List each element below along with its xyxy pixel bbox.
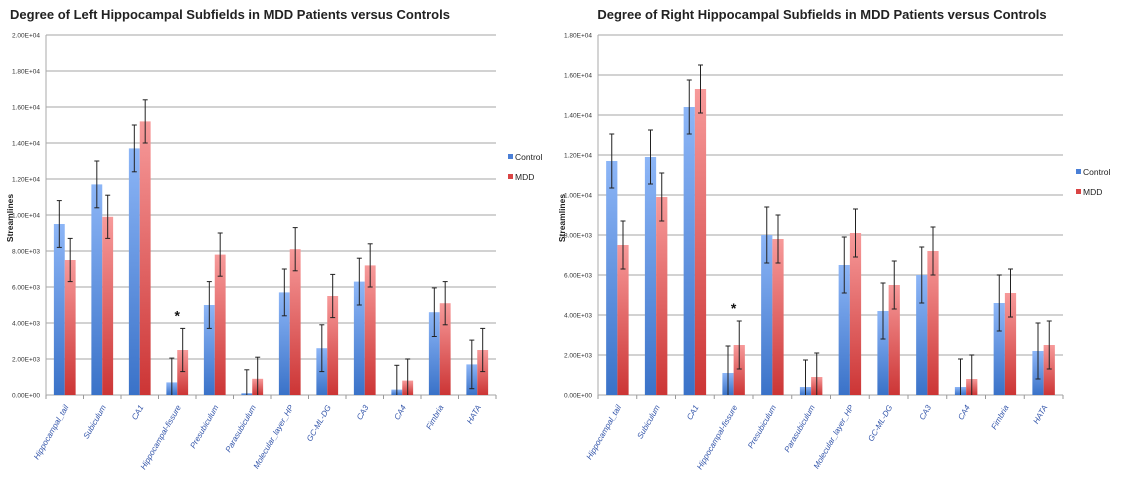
- bar-control: [916, 275, 928, 395]
- legend-label: Control: [1083, 167, 1111, 177]
- bar-mdd: [327, 296, 339, 395]
- bar-control: [683, 107, 695, 395]
- legend-swatch-control: [1076, 169, 1081, 174]
- x-tick-label: Hippocampal_tail: [585, 403, 624, 461]
- y-tick-label: 8.00E+03: [564, 233, 592, 240]
- x-tick-label: Hippocampal-fissure: [139, 403, 184, 471]
- bar-mdd: [927, 251, 939, 395]
- bar-control: [91, 184, 103, 395]
- x-tick-label: Hippocampal-fissure: [695, 403, 740, 471]
- y-tick-label: 4.00E+03: [564, 313, 592, 320]
- bar-mdd: [64, 260, 76, 395]
- bar-mdd: [1004, 293, 1017, 395]
- y-tick-label: 4.00E+03: [12, 321, 40, 328]
- bar-mdd: [617, 245, 629, 395]
- x-tick-label: CA3: [355, 403, 371, 421]
- y-tick-label: 0.00E+00: [12, 393, 40, 400]
- x-tick-label: Parasubiculum: [783, 403, 817, 454]
- bar-control: [428, 312, 440, 395]
- chart-right: Degree of Right Hippocampal Subfields in…: [557, 7, 1111, 471]
- bar-mdd: [888, 285, 900, 395]
- x-tick-label: Hippocampal_tail: [32, 403, 71, 461]
- x-tick-label: CA1: [685, 404, 701, 422]
- bar-control: [278, 292, 290, 395]
- bar-mdd: [1043, 345, 1055, 395]
- x-tick-label: GC-ML-DG: [305, 404, 333, 444]
- x-tick-label: HATA: [465, 404, 483, 426]
- bar-control: [353, 281, 365, 395]
- y-tick-label: 1.80E+04: [564, 33, 592, 40]
- bar-mdd: [772, 239, 784, 395]
- y-axis-label: Streamlines: [557, 194, 567, 242]
- x-tick-label: CA4: [956, 403, 972, 421]
- bar-mdd: [439, 303, 451, 395]
- bar-control: [644, 157, 657, 395]
- y-tick-label: 2.00E+03: [564, 353, 592, 360]
- bar-mdd: [289, 249, 301, 395]
- y-tick-label: 6.00E+03: [564, 273, 592, 280]
- x-tick-label: Molecular_layer_HP: [812, 403, 856, 470]
- legend-label: MDD: [515, 172, 534, 182]
- y-tick-label: 2.00E+04: [12, 33, 40, 40]
- chart-title: Degree of Left Hippocampal Subfields in …: [10, 7, 450, 22]
- x-tick-label: Presubiculum: [746, 403, 778, 450]
- y-tick-label: 0.00E+00: [564, 393, 592, 400]
- x-tick-label: CA3: [918, 403, 934, 421]
- bar-mdd: [177, 350, 189, 395]
- bar-control: [606, 161, 618, 395]
- x-tick-label: CA1: [130, 404, 146, 422]
- y-tick-label: 1.60E+04: [12, 105, 40, 112]
- x-tick-label: Fimbria: [989, 403, 1010, 431]
- y-tick-label: 1.60E+04: [564, 73, 592, 80]
- bar-control: [761, 235, 773, 395]
- y-tick-label: 6.00E+03: [12, 285, 40, 292]
- bar-control: [128, 148, 140, 395]
- y-tick-label: 1.00E+04: [564, 193, 592, 200]
- chart-left: Degree of Left Hippocampal Subfields in …: [5, 7, 543, 471]
- y-tick-label: 1.20E+04: [12, 177, 40, 184]
- x-tick-label: CA4: [392, 403, 408, 421]
- bar-mdd: [214, 254, 226, 395]
- x-tick-label: Fimbria: [424, 403, 445, 431]
- bar-mdd: [477, 350, 489, 395]
- x-tick-label: Parasubiculum: [224, 403, 258, 454]
- x-tick-label: Subiculum: [82, 403, 109, 440]
- legend-swatch-control: [508, 154, 513, 159]
- bar-mdd: [849, 233, 862, 395]
- y-tick-label: 1.00E+04: [12, 213, 40, 220]
- bar-control: [877, 311, 889, 395]
- y-axis-label: Streamlines: [5, 194, 15, 242]
- y-tick-label: 1.40E+04: [12, 141, 40, 148]
- x-tick-label: HATA: [1031, 404, 1049, 426]
- significance-marker: *: [175, 307, 181, 323]
- y-tick-label: 8.00E+03: [12, 249, 40, 256]
- y-tick-label: 1.80E+04: [12, 69, 40, 76]
- x-tick-label: Subiculum: [635, 403, 662, 440]
- bar-control: [203, 305, 215, 395]
- legend-label: MDD: [1083, 187, 1102, 197]
- bar-mdd: [364, 265, 376, 395]
- bar-mdd: [694, 89, 707, 395]
- bar-mdd: [733, 345, 745, 395]
- bar-control: [838, 265, 850, 395]
- x-tick-label: Molecular_layer_HP: [252, 403, 296, 470]
- bar-control: [993, 303, 1005, 395]
- legend-swatch-mdd: [508, 174, 513, 179]
- x-tick-label: Presubiculum: [188, 403, 220, 450]
- legend-label: Control: [515, 152, 543, 162]
- y-tick-label: 1.20E+04: [564, 153, 592, 160]
- bar-control: [53, 224, 65, 395]
- bar-mdd: [139, 121, 151, 396]
- x-tick-label: GC-ML-DG: [866, 404, 894, 444]
- y-tick-label: 1.40E+04: [564, 113, 592, 120]
- legend-swatch-mdd: [1076, 189, 1081, 194]
- bar-mdd: [656, 197, 668, 395]
- significance-marker: *: [731, 300, 737, 316]
- bar-mdd: [102, 216, 114, 395]
- chart-title: Degree of Right Hippocampal Subfields in…: [597, 7, 1046, 22]
- y-tick-label: 2.00E+03: [12, 357, 40, 364]
